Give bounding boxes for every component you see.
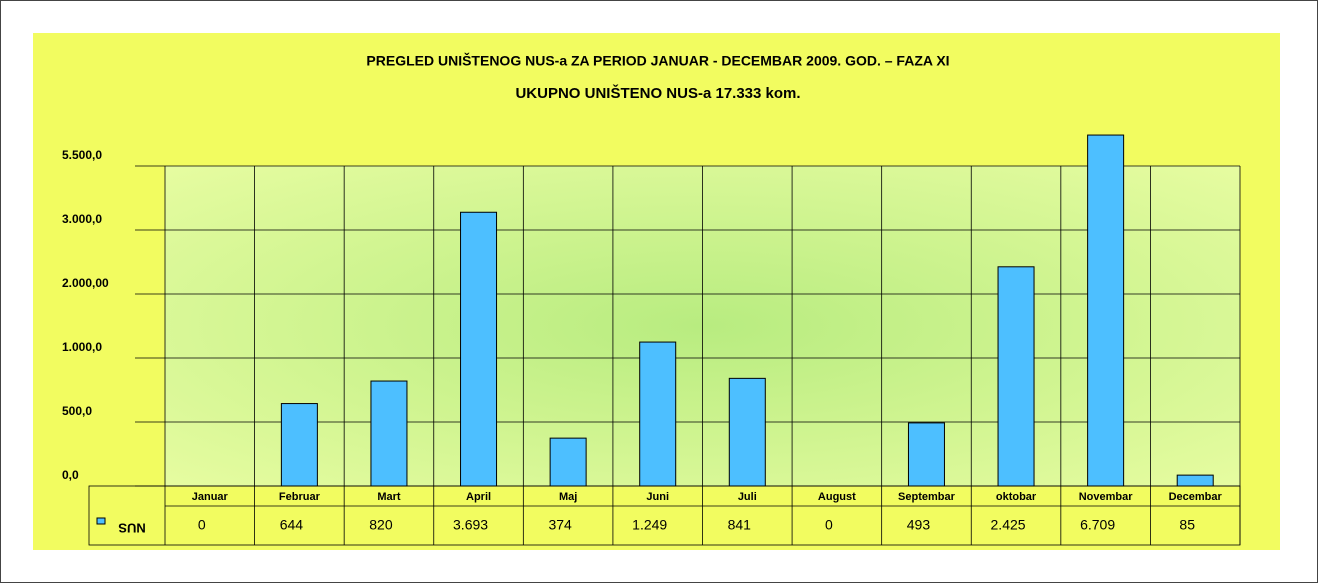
chart-subtitle: UKUPNO UNIŠTENO NUS-a 17.333 kom. bbox=[515, 84, 800, 102]
x-tick-label: oktobar bbox=[996, 491, 1037, 503]
bar bbox=[370, 380, 408, 487]
x-tick-label: April bbox=[466, 491, 491, 503]
chart-title: PREGLED UNIŠTENOG NUS-a ZA PERIOD JANUAR… bbox=[366, 52, 949, 69]
legend-swatch bbox=[96, 517, 106, 525]
x-tick-label: Februar bbox=[279, 491, 321, 503]
bar bbox=[728, 377, 766, 487]
bar bbox=[639, 341, 677, 487]
bar bbox=[280, 403, 318, 487]
y-tick-label: 500,0 bbox=[62, 404, 92, 418]
legend-label: NUS bbox=[118, 521, 146, 536]
x-tick-label: Juni bbox=[646, 491, 669, 503]
table-value: 0 bbox=[825, 517, 833, 533]
table-value: 820 bbox=[369, 517, 393, 533]
x-tick-label: Juli bbox=[738, 491, 757, 503]
table-value: 374 bbox=[548, 517, 572, 533]
y-tick-label: 0,0 bbox=[62, 468, 79, 482]
bar bbox=[907, 422, 945, 487]
table-value: 2.425 bbox=[991, 517, 1026, 533]
table-value: 85 bbox=[1179, 517, 1195, 533]
table-value: 1.249 bbox=[632, 517, 667, 533]
bar bbox=[549, 437, 587, 487]
table-value: 644 bbox=[280, 517, 304, 533]
x-tick-label: August bbox=[818, 491, 856, 503]
bar bbox=[997, 266, 1035, 487]
bar bbox=[1087, 134, 1125, 487]
x-tick-label: Septembar bbox=[898, 491, 956, 503]
y-tick-label: 1.000,0 bbox=[62, 340, 102, 354]
table-value: 493 bbox=[907, 517, 931, 533]
bar bbox=[1176, 474, 1214, 487]
y-tick-label: 5.500,0 bbox=[62, 148, 102, 162]
y-tick-label: 3.000,0 bbox=[62, 212, 102, 226]
table-value: 6.709 bbox=[1080, 517, 1115, 533]
x-tick-label: Novembar bbox=[1079, 491, 1134, 503]
x-tick-label: Decembar bbox=[1169, 491, 1223, 503]
x-tick-label: Januar bbox=[192, 491, 229, 503]
bar bbox=[460, 211, 498, 487]
x-tick-label: Maj bbox=[559, 491, 577, 503]
table-value: 0 bbox=[198, 517, 206, 533]
table-value: 841 bbox=[728, 517, 752, 533]
table-value: 3.693 bbox=[453, 517, 488, 533]
y-tick-label: 2.000,00 bbox=[62, 276, 109, 290]
x-tick-label: Mart bbox=[377, 491, 401, 503]
